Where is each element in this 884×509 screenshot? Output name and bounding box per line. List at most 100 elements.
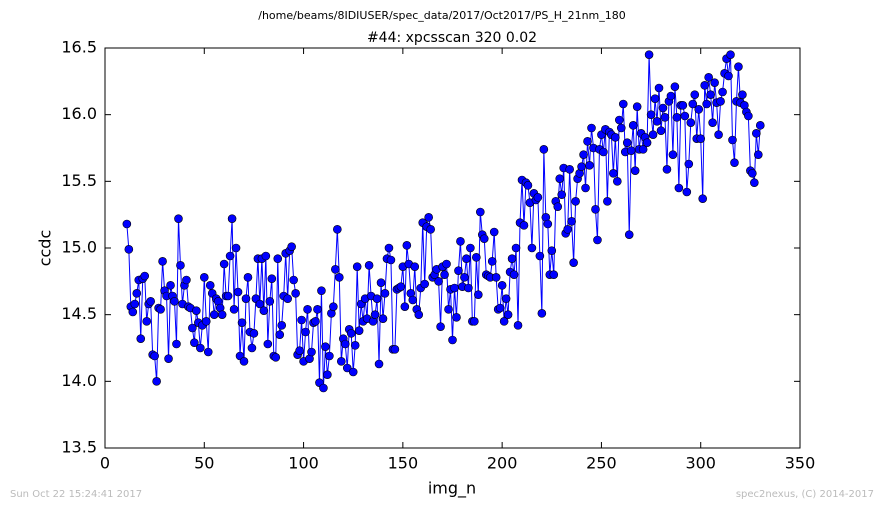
data-point bbox=[370, 310, 380, 319]
data-point bbox=[632, 102, 642, 111]
data-point bbox=[519, 221, 529, 230]
suptitle: /home/beams/8IDIUSER/spec_data/2017/Oct2… bbox=[258, 9, 626, 22]
data-point bbox=[567, 217, 576, 226]
data-point bbox=[170, 297, 179, 306]
data-point bbox=[319, 383, 328, 393]
data-point bbox=[354, 326, 364, 335]
data-point bbox=[158, 257, 167, 266]
data-point bbox=[479, 234, 489, 243]
data-point bbox=[283, 294, 292, 303]
data-point bbox=[255, 299, 265, 309]
footer-right: spec2nexus, (C) 2014-2017 bbox=[736, 489, 874, 500]
data-point bbox=[295, 346, 304, 355]
chart-title: #44: xpcsscan 320 0.02 bbox=[367, 30, 537, 46]
data-point bbox=[668, 150, 678, 159]
data-point bbox=[205, 281, 215, 290]
data-point bbox=[414, 310, 424, 319]
data-point bbox=[670, 82, 680, 91]
data-point bbox=[491, 273, 501, 282]
data-point bbox=[303, 305, 312, 314]
x-tick-label: 100 bbox=[288, 454, 319, 473]
data-point bbox=[579, 150, 588, 159]
data-point bbox=[666, 91, 676, 101]
data-point bbox=[440, 270, 449, 279]
data-point bbox=[682, 187, 692, 197]
data-point bbox=[557, 190, 567, 199]
data-point bbox=[340, 339, 350, 349]
data-point bbox=[152, 377, 161, 386]
data-point bbox=[188, 323, 197, 333]
data-point bbox=[287, 242, 296, 251]
data-point bbox=[336, 357, 346, 366]
data-point bbox=[549, 270, 559, 279]
data-point bbox=[249, 329, 259, 338]
data-point bbox=[452, 313, 461, 322]
data-point bbox=[638, 145, 648, 154]
data-point bbox=[688, 99, 698, 109]
data-point bbox=[555, 174, 565, 183]
data-point bbox=[571, 197, 580, 206]
data-point bbox=[614, 115, 624, 125]
data-point bbox=[190, 338, 199, 347]
data-point bbox=[684, 159, 694, 169]
data-point bbox=[718, 87, 727, 97]
data-point bbox=[654, 83, 664, 93]
data-point bbox=[630, 166, 640, 175]
data-point bbox=[752, 129, 761, 138]
x-tick-label: 350 bbox=[785, 454, 816, 473]
data-point bbox=[239, 357, 249, 366]
data-point bbox=[384, 243, 394, 253]
plot-frame bbox=[104, 47, 801, 449]
data-point bbox=[694, 105, 704, 114]
data-point bbox=[436, 322, 445, 331]
y-tick-label: 15.0 bbox=[61, 238, 97, 257]
data-point bbox=[513, 321, 523, 330]
data-point bbox=[674, 183, 684, 193]
data-point bbox=[273, 254, 283, 263]
data-point bbox=[603, 197, 612, 206]
data-point bbox=[426, 225, 435, 234]
data-point bbox=[321, 342, 330, 351]
data-point bbox=[342, 363, 352, 373]
data-point bbox=[448, 335, 457, 345]
y-tick-label: 15.5 bbox=[61, 171, 97, 190]
data-point bbox=[209, 310, 219, 319]
data-point bbox=[656, 126, 666, 135]
data-point bbox=[350, 341, 360, 350]
data-point bbox=[470, 317, 479, 326]
data-point bbox=[724, 71, 733, 81]
data-point bbox=[599, 147, 608, 157]
data-point bbox=[533, 193, 543, 202]
data-point bbox=[408, 295, 418, 305]
data-point bbox=[464, 283, 473, 293]
data-point bbox=[378, 314, 388, 323]
data-point bbox=[690, 90, 700, 99]
data-point bbox=[374, 359, 384, 369]
data-point bbox=[176, 261, 185, 270]
data-point bbox=[263, 339, 273, 349]
data-point bbox=[755, 121, 765, 130]
data-point bbox=[609, 169, 618, 178]
data-point bbox=[660, 113, 670, 122]
data-point bbox=[203, 347, 213, 357]
data-point bbox=[728, 135, 737, 145]
data-point bbox=[587, 123, 596, 133]
data-point bbox=[501, 294, 511, 303]
data-point bbox=[335, 273, 344, 282]
data-point bbox=[495, 303, 505, 313]
data-point bbox=[680, 111, 690, 121]
data-point bbox=[472, 253, 481, 262]
data-point bbox=[650, 94, 660, 103]
data-point bbox=[523, 181, 533, 190]
data-point bbox=[503, 310, 513, 319]
data-point bbox=[140, 271, 150, 281]
data-point bbox=[454, 266, 463, 275]
data-point bbox=[547, 246, 557, 255]
data-point bbox=[291, 289, 300, 298]
data-point bbox=[156, 305, 165, 314]
data-point bbox=[577, 162, 586, 171]
data-point bbox=[241, 294, 251, 303]
data-point bbox=[261, 251, 271, 261]
